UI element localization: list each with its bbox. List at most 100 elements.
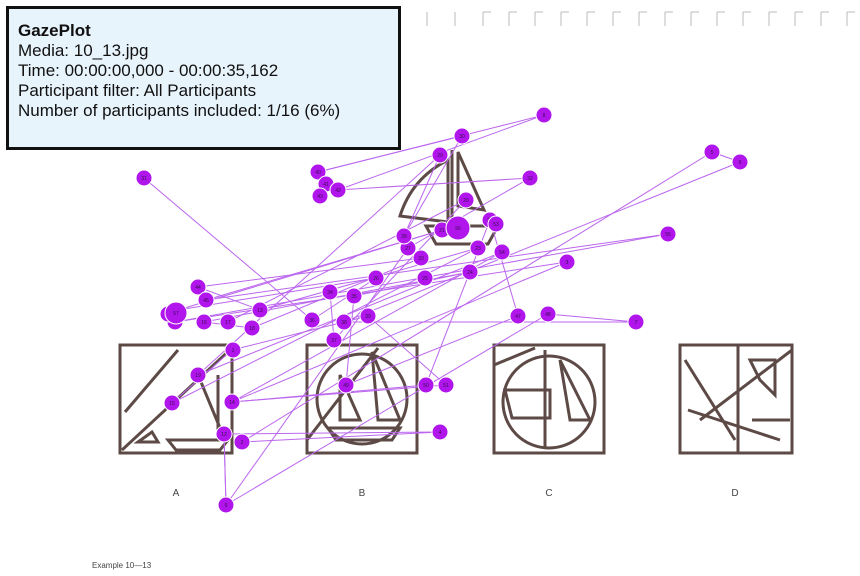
fixation-circle — [219, 313, 237, 331]
fixation-number: 31 — [141, 176, 147, 182]
fixation-circle — [627, 313, 645, 331]
fixation-number: 15 — [169, 401, 175, 407]
fixation-circle — [215, 425, 233, 443]
fixation-circle — [189, 278, 207, 296]
fixation-circle — [325, 331, 343, 349]
fixation-point: 23 — [469, 239, 487, 257]
fixation-number: 39 — [365, 314, 371, 320]
fixation-circle — [487, 215, 505, 233]
fixation-circle — [217, 496, 235, 514]
fixation-point: 38 — [335, 313, 353, 331]
fixation-point: 19 — [189, 366, 207, 384]
fixation-circle — [233, 433, 251, 451]
fixation-number: 28 — [401, 234, 407, 240]
fixation-point: 30 — [453, 127, 471, 145]
fixation-point: 49 — [337, 376, 355, 394]
fixation-point: 50 — [417, 376, 435, 394]
fixation-point: 24 — [461, 263, 479, 281]
fixation-point: 4 — [431, 423, 449, 441]
fixation-point: 36 — [303, 311, 321, 329]
fixation-point: 8 — [535, 106, 553, 124]
fixation-circle — [703, 143, 721, 161]
fixation-point: 12 — [215, 425, 233, 443]
fixation-circle — [321, 283, 339, 301]
fixation-point: 34 — [321, 283, 339, 301]
fixation-point: 6 — [731, 153, 749, 171]
fixation-number: 42 — [335, 188, 341, 194]
saccade-line — [345, 295, 355, 386]
fixation-point: 42 — [329, 181, 347, 199]
option-b-figure — [305, 343, 419, 455]
stimulus-caption: Example 10—13 — [92, 561, 152, 570]
option-c-figure — [492, 343, 606, 455]
saccade-line — [227, 199, 467, 323]
fixation-number: 25 — [422, 276, 428, 282]
fixation-point: 13 — [251, 301, 269, 319]
saccade-line — [231, 384, 447, 403]
fixation-point: 18 — [243, 319, 261, 337]
fixation-number: 12 — [221, 432, 227, 438]
fixation-circle — [309, 163, 327, 181]
fixation-circle — [416, 269, 434, 287]
fixation-point: 47 — [509, 307, 527, 325]
fixation-circle — [535, 106, 553, 124]
fixation-circle — [197, 291, 215, 309]
fixation-point: 40 — [309, 163, 327, 181]
saccade-line — [311, 277, 377, 321]
fixation-circle — [431, 146, 449, 164]
saccade-line — [225, 313, 549, 506]
fixation-number: 48 — [545, 312, 551, 318]
target-sailboat-figure — [398, 150, 501, 246]
fixation-number: 37 — [331, 338, 337, 344]
fixation-circle — [243, 319, 261, 337]
fixation-point: 48 — [539, 305, 557, 323]
fixation-circle — [251, 301, 269, 319]
saccade-line — [403, 154, 441, 237]
fixation-number: 13 — [257, 308, 263, 314]
gazeplot-info-panel: GazePlot Media: 10_13.jpg Time: 00:00:00… — [6, 6, 401, 150]
fixation-circle — [359, 307, 377, 325]
fixation-number: 50 — [423, 383, 429, 389]
fixation-point: 29 — [431, 146, 449, 164]
fixation-number: 27 — [405, 246, 411, 252]
saccade-line — [367, 315, 447, 386]
fixation-point: 33 — [412, 249, 430, 267]
fixation-number: 6 — [739, 160, 742, 166]
option-labels: A B C D — [173, 488, 739, 499]
saccade-line — [241, 151, 713, 443]
fixation-number: 30 — [459, 134, 465, 140]
fixation-number: 56 — [455, 226, 461, 232]
fixation-number: 9 — [225, 503, 228, 509]
saccade-line — [547, 313, 637, 323]
fixation-point: 9 — [217, 496, 235, 514]
fixation-number: 14 — [229, 400, 235, 406]
fixation-point: 57 — [164, 301, 188, 325]
fixation-circle — [224, 341, 242, 359]
fixation-circle — [461, 263, 479, 281]
stimulus-drawing — [118, 150, 794, 455]
saccade-line — [337, 177, 531, 191]
saccade-line — [197, 286, 261, 311]
saccade-line — [223, 431, 441, 435]
fixation-circle — [509, 307, 527, 325]
fixation-point: 15 — [163, 394, 181, 412]
fixation-circle — [558, 253, 576, 271]
fixation-number: 35 — [351, 294, 357, 300]
fixation-point: 28 — [395, 227, 413, 245]
fixation-circle — [189, 366, 207, 384]
fixation-circle — [731, 153, 749, 171]
fixation-point: 35 — [345, 287, 363, 305]
info-time: Time: 00:00:00,000 - 00:00:35,162 — [18, 61, 279, 80]
top-tick-marks — [426, 11, 855, 26]
fixation-circle — [303, 311, 321, 329]
fixation-number: 32 — [527, 176, 533, 182]
fixation-point: 55 — [659, 225, 677, 243]
fixation-circle — [521, 169, 539, 187]
fixation-number: 21 — [439, 228, 445, 234]
fixation-circle — [395, 227, 413, 245]
fixation-circle — [493, 243, 511, 261]
fixation-point: 7 — [627, 313, 645, 331]
fixation-number: 43 — [317, 194, 323, 200]
fixation-point: 26 — [367, 269, 385, 287]
fixation-number: 49 — [343, 383, 349, 389]
